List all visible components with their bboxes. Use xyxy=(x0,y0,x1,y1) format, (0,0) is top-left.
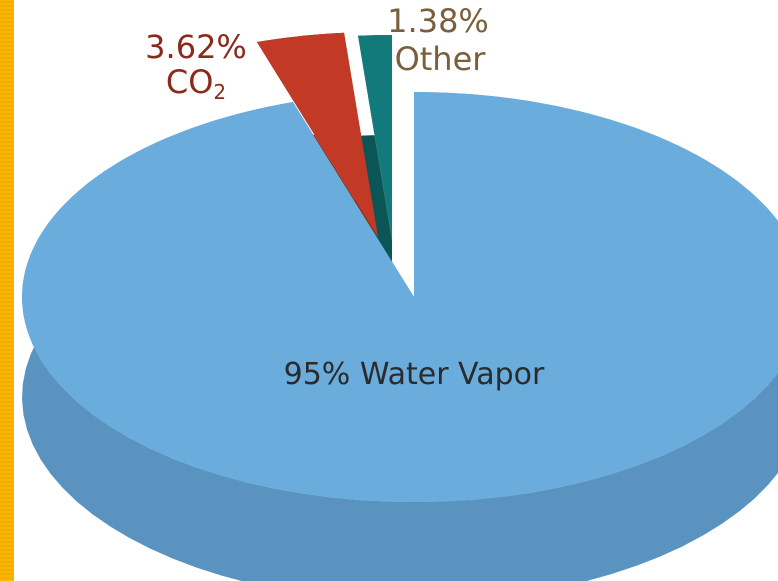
co2-slice xyxy=(256,32,378,237)
water-vapor-label: 95% Water Vapor xyxy=(284,357,545,392)
other-value-label: 1.38% xyxy=(387,2,489,40)
co2-name-main: CO xyxy=(166,63,214,101)
other-slice xyxy=(358,35,392,240)
co2-value-label: 3.62% xyxy=(145,28,247,66)
co2-name-subscript: 2 xyxy=(213,80,226,104)
water-vapor-slice xyxy=(22,92,778,502)
chart-panel: 1.38% Other 3.62% CO2 95% Water Vapor xyxy=(14,0,778,581)
co2-name-label: CO2 xyxy=(166,63,226,104)
other-name-label: Other xyxy=(395,40,487,78)
pie-chart: 1.38% Other 3.62% CO2 95% Water Vapor xyxy=(22,2,778,581)
